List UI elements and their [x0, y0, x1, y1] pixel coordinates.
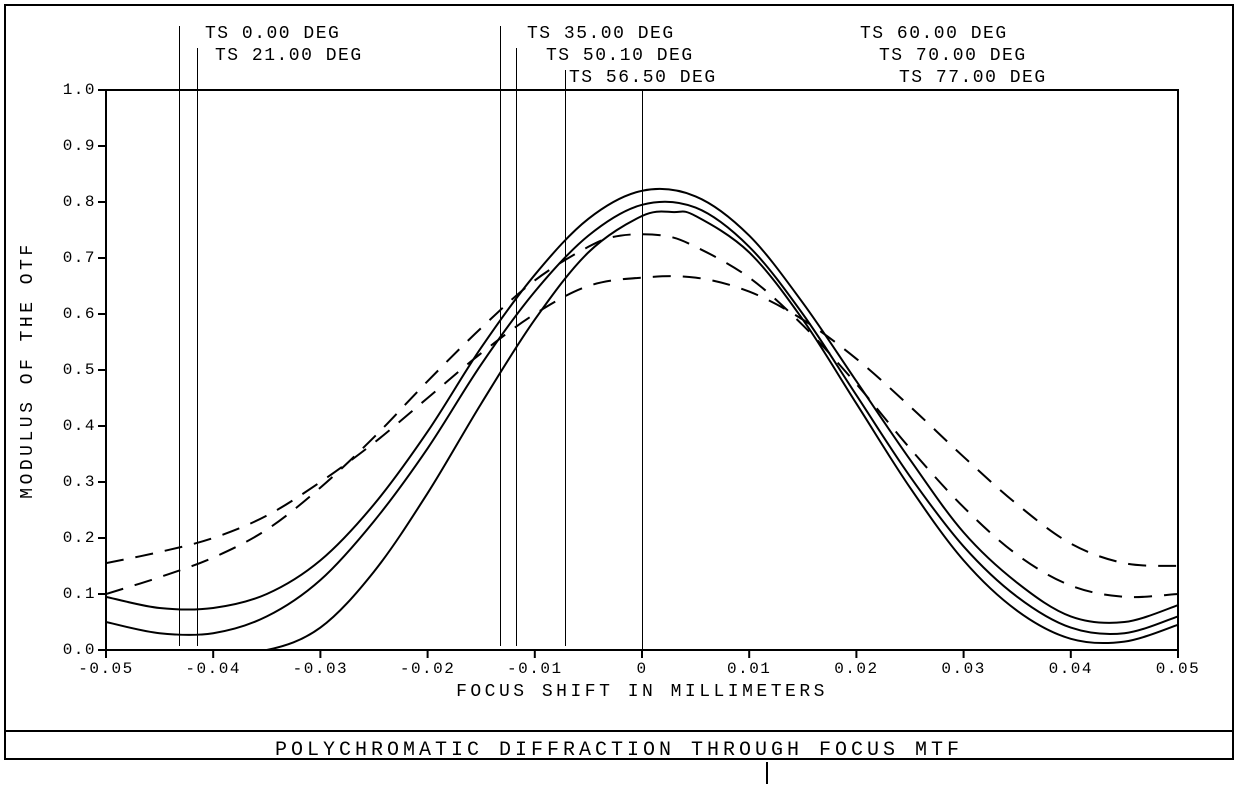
x-tick-label: -0.04 [185, 660, 241, 678]
caption-separator [4, 730, 1234, 732]
legend-indicator-line [197, 48, 198, 646]
y-tick-label: 0.7 [62, 249, 96, 267]
x-tick-label: -0.01 [507, 660, 563, 678]
y-tick-label: 0.3 [62, 473, 96, 491]
x-tick-label: 0.03 [941, 660, 985, 678]
x-tick-label: -0.03 [293, 660, 349, 678]
center-marker-line [642, 90, 643, 650]
legend-label: TS 77.00 DEG [899, 68, 1047, 88]
legend-label: TS 50.10 DEG [546, 46, 694, 66]
x-tick-label: 0 [636, 660, 647, 678]
legend-label: TS 70.00 DEG [879, 46, 1027, 66]
x-tick-label: 0.01 [727, 660, 771, 678]
y-tick-label: 0.4 [62, 417, 96, 435]
legend-label: TS 0.00 DEG [205, 24, 340, 44]
x-tick-label: 0.05 [1156, 660, 1200, 678]
legend-label: TS 21.00 DEG [215, 46, 363, 66]
x-axis-label: FOCUS SHIFT IN MILLIMETERS [456, 682, 828, 702]
x-tick-label: 0.02 [834, 660, 878, 678]
y-tick-label: 0.0 [62, 641, 96, 659]
y-tick-label: 0.8 [62, 193, 96, 211]
legend-indicator-line [565, 70, 566, 646]
y-tick-label: 1.0 [62, 81, 96, 99]
y-tick-label: 0.6 [62, 305, 96, 323]
y-tick-label: 0.1 [62, 585, 96, 603]
legend-label: TS 56.50 DEG [569, 68, 717, 88]
y-tick-label: 0.9 [62, 137, 96, 155]
legend-label: TS 35.00 DEG [527, 24, 675, 44]
y-axis-label: MODULUS OF THE OTF [18, 241, 38, 498]
x-tick-label: 0.04 [1049, 660, 1093, 678]
legend-indicator-line [500, 26, 501, 646]
x-tick-label: -0.05 [78, 660, 134, 678]
legend-indicator-line [516, 48, 517, 646]
x-tick-label: -0.02 [400, 660, 456, 678]
y-tick-label: 0.5 [62, 361, 96, 379]
legend-indicator-line [179, 26, 180, 646]
legend-label: TS 60.00 DEG [860, 24, 1008, 44]
y-tick-label: 0.2 [62, 529, 96, 547]
chart-caption: POLYCHROMATIC DIFFRACTION THROUGH FOCUS … [4, 739, 1234, 762]
caption-bottom-tick [766, 762, 768, 784]
